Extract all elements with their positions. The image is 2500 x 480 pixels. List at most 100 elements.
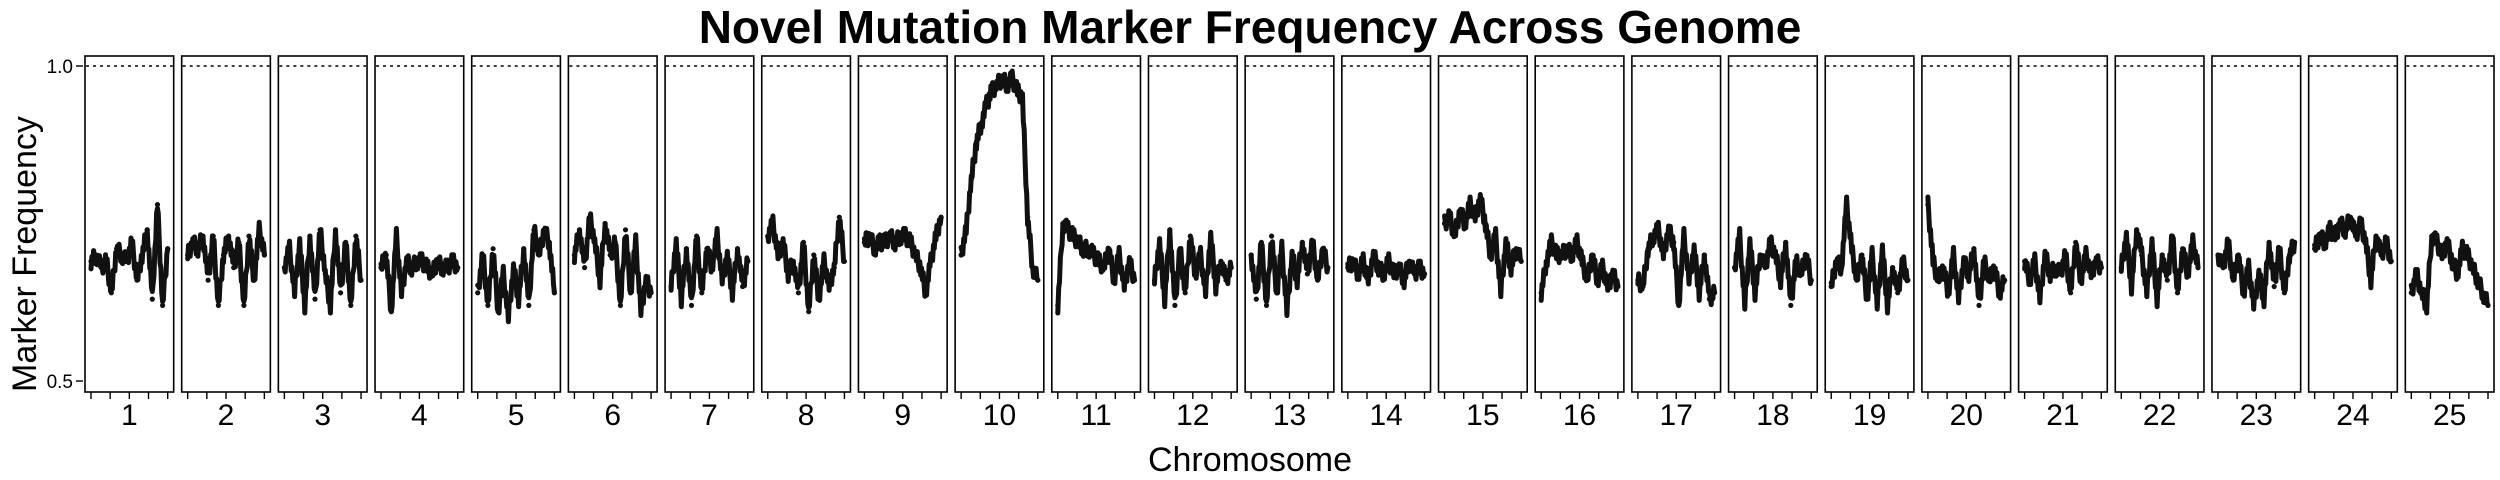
chromosome-label-20: 20 <box>1950 399 1983 432</box>
marker-point <box>923 290 929 296</box>
panel-border <box>2114 55 2205 393</box>
marker-trace-chr6 <box>571 211 654 318</box>
marker-point <box>312 296 318 302</box>
marker-point <box>602 220 608 227</box>
marker-point <box>1655 227 1661 233</box>
marker-point <box>2261 296 2267 302</box>
marker-point <box>2383 239 2389 245</box>
chart-title: Novel Mutation Marker Frequency Across G… <box>699 1 1802 53</box>
marker-point <box>2169 233 2175 239</box>
marker-point <box>1503 239 1509 245</box>
marker-point <box>2164 277 2170 283</box>
marker-point <box>1879 246 1885 252</box>
marker-point <box>1666 227 1672 233</box>
marker-point <box>2068 290 2074 296</box>
chromosome-label-14: 14 <box>1369 399 1402 432</box>
marker-point <box>2327 227 2333 233</box>
marker-point <box>1416 265 1422 271</box>
marker-point <box>1681 233 1687 239</box>
y-axis-label: Marker Frequency <box>6 116 44 392</box>
marker-point <box>2271 283 2277 290</box>
marker-point <box>1014 88 1021 94</box>
marker-point <box>2037 296 2043 302</box>
marker-point <box>729 290 736 296</box>
marker-point <box>1472 214 1478 220</box>
marker-point <box>2449 258 2455 264</box>
marker-point <box>2332 233 2338 239</box>
marker-point <box>1004 82 1010 88</box>
marker-point <box>165 246 171 252</box>
chromosome-panel-13: 13 <box>1244 55 1335 432</box>
marker-point <box>587 214 593 220</box>
chromosome-panel-19: 19 <box>1824 55 1915 432</box>
chromosome-label-13: 13 <box>1273 399 1306 432</box>
marker-point <box>1935 277 1941 283</box>
marker-point <box>617 302 624 308</box>
marker-point <box>1660 252 1666 258</box>
marker-point <box>648 290 654 296</box>
marker-point <box>2052 265 2058 271</box>
marker-point <box>907 239 914 245</box>
marker-point <box>607 252 613 258</box>
marker-point <box>699 290 705 296</box>
marker-point <box>2251 302 2257 308</box>
chromosome-panel-10: 10 <box>954 55 1045 432</box>
marker-point <box>2027 277 2033 283</box>
marker-point <box>98 265 104 271</box>
marker-point <box>1493 233 1499 239</box>
marker-point <box>1096 258 1102 264</box>
marker-point <box>897 233 903 239</box>
marker-point <box>1645 246 1651 252</box>
marker-point <box>154 202 161 208</box>
marker-point <box>1940 265 1946 271</box>
marker-point <box>714 233 720 239</box>
marker-point <box>1177 246 1183 252</box>
marker-point <box>2408 290 2414 296</box>
marker-point <box>2215 252 2221 258</box>
marker-point <box>88 258 94 264</box>
marker-point <box>302 302 308 308</box>
marker-point <box>1747 239 1753 245</box>
marker-point <box>2373 233 2379 239</box>
marker-point <box>1991 265 1997 271</box>
marker-point <box>1381 271 1387 277</box>
marker-point <box>2368 277 2374 283</box>
chromosome-label-7: 7 <box>701 399 718 432</box>
marker-point <box>2418 290 2425 296</box>
marker-point <box>1584 277 1590 283</box>
marker-point <box>1701 252 1707 258</box>
marker-trace-chr2 <box>185 219 267 305</box>
chromosome-panel-18: 18 <box>1727 55 1819 432</box>
marker-point <box>2047 271 2053 277</box>
marker-point <box>2057 271 2063 277</box>
chromosome-panel-23: 23 <box>2211 55 2302 432</box>
marker-point <box>1961 258 1967 264</box>
marker-point <box>398 290 405 296</box>
marker-point <box>1126 258 1132 264</box>
marker-point <box>383 252 389 258</box>
marker-point <box>200 233 206 239</box>
marker-point <box>1925 202 1931 208</box>
marker-point <box>2118 265 2124 271</box>
marker-point <box>571 252 578 258</box>
marker-point <box>1548 239 1554 245</box>
marker-point <box>1172 302 1178 308</box>
marker-point <box>505 315 511 321</box>
marker-point <box>1599 265 1606 271</box>
marker-point <box>933 233 939 239</box>
marker-point <box>256 227 262 233</box>
panel-border <box>374 55 465 393</box>
marker-point <box>973 139 980 145</box>
marker-point <box>841 258 848 264</box>
marker-point <box>317 227 323 233</box>
marker-point <box>1131 277 1138 283</box>
marker-point <box>220 252 227 258</box>
marker-point <box>1035 277 1041 283</box>
chromosome-panel-4: 4 <box>374 55 465 432</box>
marker-point <box>332 227 339 233</box>
marker-point <box>1213 283 1219 290</box>
marker-point <box>1788 302 1794 308</box>
marker-point <box>984 101 990 107</box>
marker-trace-chr24 <box>2312 213 2394 291</box>
marker-point <box>1686 277 1692 283</box>
